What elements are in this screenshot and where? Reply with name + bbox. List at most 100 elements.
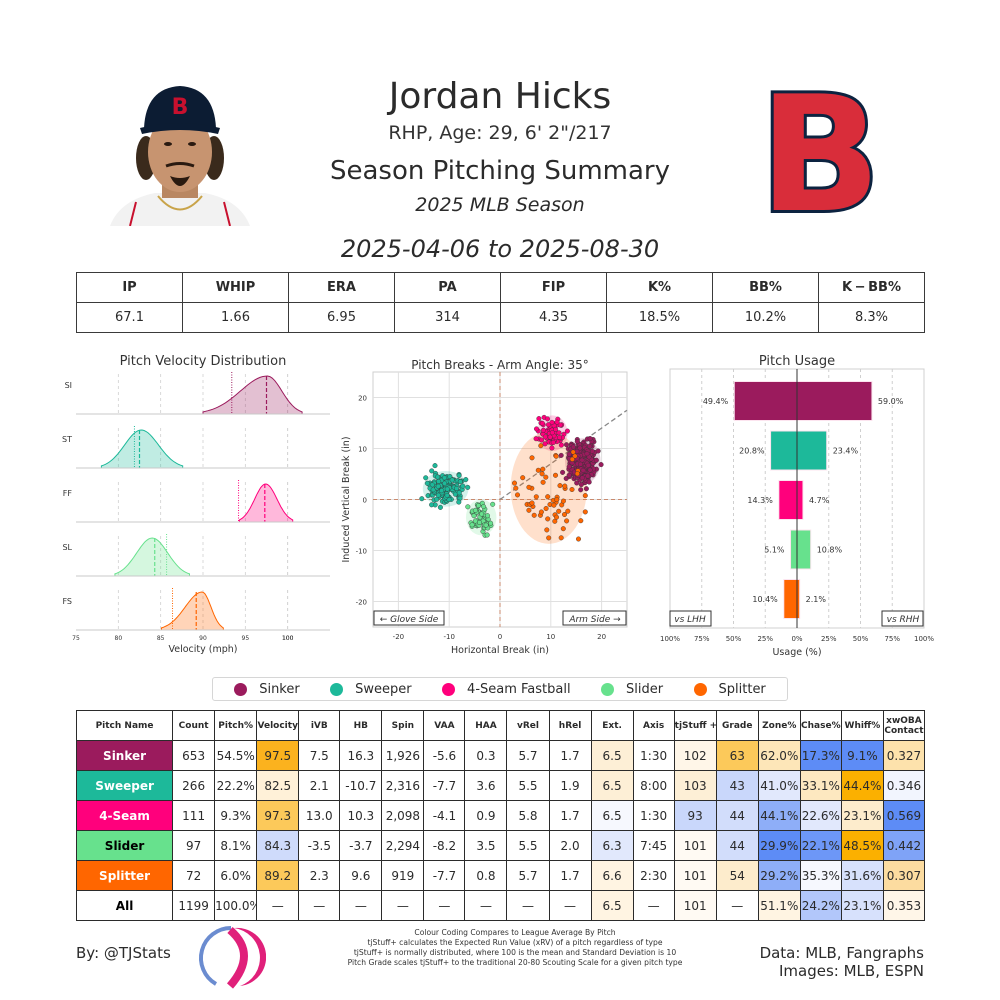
- metric-cell: —: [715, 890, 759, 921]
- metric-cell: -3.7: [339, 830, 383, 861]
- metric-cell: 22.1%: [799, 830, 842, 861]
- metric-cell: 97.3: [256, 800, 300, 831]
- column-header: Pitch%: [214, 710, 258, 741]
- pitch-name-cell: Sweeper: [75, 770, 174, 801]
- usage-bar: [778, 480, 804, 520]
- column-header: HB: [339, 710, 383, 741]
- legend-label: Sweeper: [355, 681, 412, 697]
- metric-cell: 5.8: [506, 800, 550, 831]
- velocity-x-label: Velocity (mph): [168, 644, 237, 655]
- slider-dot-icon: [601, 682, 615, 696]
- footnote-line: tjStuff+ is normally distributed, where …: [353, 948, 677, 957]
- metric-cell: 6.5: [590, 770, 634, 801]
- team-logo: B: [756, 58, 884, 251]
- svg-text:75: 75: [72, 635, 80, 642]
- metric-cell: 1.9: [548, 770, 592, 801]
- metric-cell: 29.2%: [757, 860, 801, 891]
- metric-cell: 1:30: [632, 740, 675, 771]
- metric-cell: 44.4%: [840, 770, 884, 801]
- vs-lhh-annotation: vs LHH: [674, 615, 706, 625]
- pitch-name-cell: 4-Seam: [75, 800, 174, 831]
- summary-value-bb-pct: 10.2%: [712, 302, 819, 333]
- metric-cell: 2,294: [381, 830, 425, 861]
- metric-cell: 97: [172, 830, 216, 861]
- metric-cell: 13.0: [298, 800, 341, 831]
- metric-cell: 33.1%: [799, 770, 842, 801]
- metric-cell: 31.6%: [840, 860, 884, 891]
- metric-cell: 35.3%: [799, 860, 842, 891]
- metric-cell: 2.3: [298, 860, 341, 891]
- metric-cell: 97.5: [256, 740, 300, 771]
- legend-item-fourseam: 4-Seam Fastball: [442, 682, 571, 697]
- metric-cell: 17.3%: [799, 740, 842, 771]
- metric-cell: 54: [715, 860, 759, 891]
- metric-cell: 0.353: [882, 890, 926, 921]
- velocity-row-label: SI: [65, 381, 72, 390]
- pitch-usage-chart: Pitch Usage 49.4% 59.0% 20.8% 23.4% 14.3% 4.7%…: [660, 354, 934, 658]
- metric-cell: 1,926: [381, 740, 425, 771]
- metric-cell: 72: [172, 860, 216, 891]
- summary-header-k-pct: K%: [606, 272, 713, 303]
- svg-text:100%: 100%: [914, 635, 934, 643]
- column-header: vRel: [506, 710, 550, 741]
- metric-cell: 10.3: [339, 800, 383, 831]
- metric-cell: 5.7: [506, 860, 550, 891]
- metric-cell: 0.346: [882, 770, 926, 801]
- metric-cell: 7.5: [298, 740, 341, 771]
- metric-cell: -8.2: [423, 830, 466, 861]
- column-header: Velocity: [256, 710, 300, 741]
- breaks-chart-title: Pitch Breaks - Arm Angle: 35°: [411, 358, 589, 372]
- table-row: 4-Seam 111 9.3% 97.3 13.0 10.3 2,098 -4.1 0.9 5.8…: [75, 800, 926, 831]
- summary-header-ip: IP: [76, 272, 183, 303]
- metric-cell: 23.1%: [840, 800, 884, 831]
- svg-text:85: 85: [157, 635, 165, 642]
- column-header: HAA: [464, 710, 508, 741]
- metric-cell: 0.327: [882, 740, 926, 771]
- table-row: Sweeper 266 22.2% 82.5 2.1 -10.7 2,316 -7.7 3.6 5…: [75, 770, 926, 801]
- metric-cell: 89.2: [256, 860, 300, 891]
- summary-value-pa: 314: [394, 302, 501, 333]
- metric-cell: 103: [673, 770, 717, 801]
- metric-cell: 9.3%: [214, 800, 258, 831]
- legend-label: Sinker: [259, 681, 300, 697]
- column-header: Zone%: [757, 710, 801, 741]
- velocity-row-label: FS: [62, 597, 72, 606]
- metric-cell: 93: [673, 800, 717, 831]
- column-header: Chase%: [799, 710, 842, 741]
- metric-cell: 3.5: [464, 830, 508, 861]
- svg-text:-10: -10: [356, 548, 367, 556]
- legend-label: Splitter: [718, 681, 766, 697]
- footnotes: Colour Coding Compares to League Average…: [300, 928, 730, 968]
- pitch-table-header-row: Pitch Name Count Pitch% Velocity iVB HB Spin VA…: [75, 710, 926, 741]
- legend-item-slider: Slider: [601, 682, 663, 697]
- metric-cell: 1:30: [632, 800, 675, 831]
- metric-cell: 62.0%: [757, 740, 801, 771]
- svg-text:90: 90: [199, 635, 207, 642]
- date-range: 2025-04-06 to 2025-08-30: [340, 235, 660, 263]
- table-row: Sinker 653 54.5% 97.5 7.5 16.3 1,926 -5.6 0.3 5.7…: [75, 740, 926, 771]
- summary-value-row: 67.1 1.66 6.95 314 4.35 18.5% 10.2% 8.3%: [76, 302, 925, 333]
- metric-cell: 5.5: [506, 830, 550, 861]
- pitch-name-cell: Sinker: [75, 740, 174, 771]
- metric-cell: 6.3: [590, 830, 634, 861]
- footnote-line: Pitch Grade scales tjStuff+ to the tradi…: [347, 958, 683, 967]
- summary-title: Season Pitching Summary: [329, 156, 671, 186]
- metric-cell: -7.7: [423, 860, 466, 891]
- metric-cell: —: [423, 890, 466, 921]
- metric-cell: 48.5%: [840, 830, 884, 861]
- metric-cell: 84.3: [256, 830, 300, 861]
- metric-cell: 1.7: [548, 800, 592, 831]
- metric-cell: 919: [381, 860, 425, 891]
- sweeper-dot-icon: [330, 682, 344, 696]
- svg-text:50%: 50%: [853, 635, 869, 643]
- pitch-name-cell: Slider: [75, 830, 174, 861]
- svg-text:75%: 75%: [694, 635, 710, 643]
- metric-cell: 266: [172, 770, 216, 801]
- metric-cell: 24.2%: [799, 890, 842, 921]
- svg-text:20: 20: [358, 395, 367, 403]
- pitch-name-cell: Splitter: [75, 860, 174, 891]
- legend-label: 4-Seam Fastball: [467, 681, 571, 697]
- svg-text:100: 100: [282, 635, 294, 642]
- metric-cell: 0.307: [882, 860, 926, 891]
- metric-cell: —: [464, 890, 508, 921]
